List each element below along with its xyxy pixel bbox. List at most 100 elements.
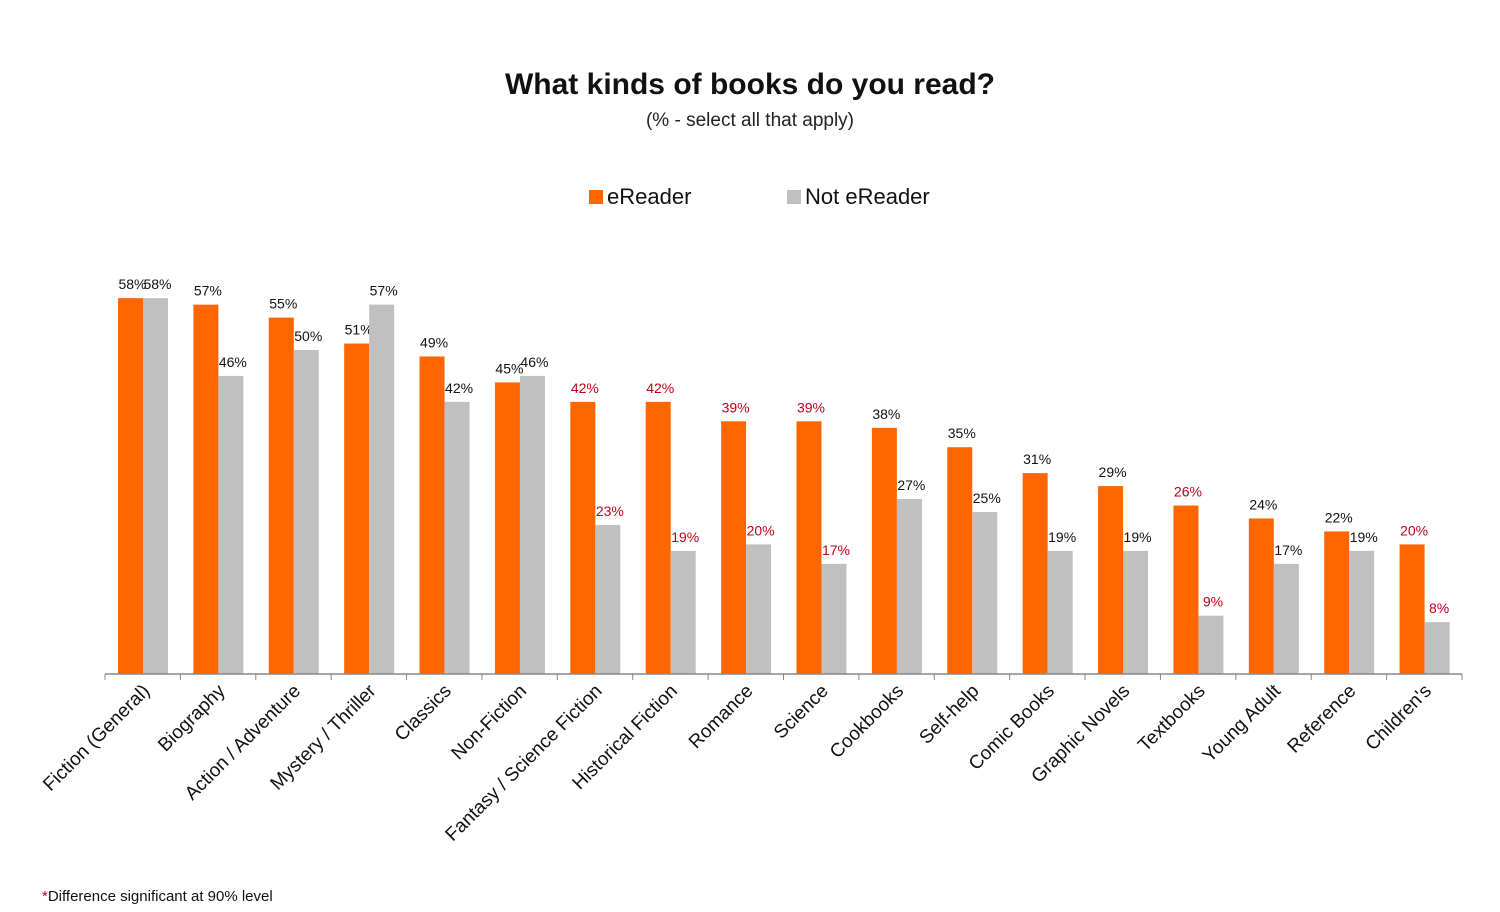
legend-swatch-ereader <box>589 190 603 204</box>
tick-label-classics: Classics <box>391 681 456 746</box>
legend-item-ereader: eReader <box>589 184 691 210</box>
data-label-not-ereader-comic-books: 19% <box>1048 529 1076 545</box>
bar-ereader-cookbooks <box>871 427 897 674</box>
data-label-not-ereader-classics: 42% <box>445 380 473 396</box>
bar-ereader-romance <box>721 421 747 674</box>
data-label-ereader-biography: 57% <box>194 283 222 299</box>
footnote: *Difference significant at 90% level <box>42 888 273 905</box>
data-label-not-ereader-biography: 46% <box>219 354 247 370</box>
bar-not-ereader-classics <box>444 401 470 674</box>
data-label-ereader-children-s: 20% <box>1400 522 1428 538</box>
data-label-not-ereader-self-help: 25% <box>973 490 1001 506</box>
tick-label-fiction-general: Fiction (General) <box>39 681 154 796</box>
bar-not-ereader-mystery-thriller <box>369 304 395 674</box>
data-label-ereader-textbooks: 26% <box>1174 484 1202 500</box>
footnote-text: Difference significant at 90% level <box>47 888 273 905</box>
bar-ereader-textbooks <box>1173 505 1199 674</box>
tick-label-textbooks: Textbooks <box>1134 681 1209 756</box>
tick-label-young-adult: Young Adult <box>1199 680 1286 767</box>
tick-label-science: Science <box>770 681 833 744</box>
data-label-not-ereader-textbooks: 9% <box>1203 594 1223 610</box>
bar-not-ereader-historical-fiction <box>670 550 696 674</box>
bar-not-ereader-children-s <box>1424 622 1450 674</box>
tick-label-cookbooks: Cookbooks <box>826 681 908 763</box>
data-label-ereader-non-fiction: 45% <box>495 360 523 376</box>
legend-label-ereader: eReader <box>607 184 692 209</box>
bar-ereader-reference <box>1324 531 1350 674</box>
tick-label-romance: Romance <box>685 681 757 753</box>
bar-not-ereader-self-help <box>972 512 998 674</box>
data-label-ereader-classics: 49% <box>420 334 448 350</box>
data-label-not-ereader-graphic-novels: 19% <box>1124 529 1152 545</box>
data-label-ereader-comic-books: 31% <box>1023 451 1051 467</box>
data-label-not-ereader-reference: 19% <box>1350 529 1378 545</box>
data-label-ereader-fiction-general: 58% <box>118 276 146 292</box>
data-label-ereader-fantasy-science-fiction: 42% <box>571 380 599 396</box>
bar-not-ereader-graphic-novels <box>1123 550 1149 674</box>
bar-ereader-historical-fiction <box>645 401 671 674</box>
tick-label-biography: Biography <box>154 680 230 756</box>
data-label-not-ereader-cookbooks: 27% <box>897 477 925 493</box>
bar-group-romance: 39% 20% Romance <box>685 399 775 753</box>
bar-ereader-self-help <box>947 447 973 674</box>
bar-group-science: 39% 17% Science <box>770 399 850 743</box>
tick-label-reference: Reference <box>1284 681 1361 758</box>
bar-ereader-children-s <box>1399 544 1425 674</box>
data-label-not-ereader-young-adult: 17% <box>1274 542 1302 558</box>
bar-ereader-graphic-novels <box>1098 486 1124 674</box>
bar-ereader-comic-books <box>1022 473 1048 674</box>
bar-ereader-fantasy-science-fiction <box>570 401 596 674</box>
bar-ereader-mystery-thriller <box>344 343 370 674</box>
bar-not-ereader-non-fiction <box>519 375 545 674</box>
data-label-ereader-cookbooks: 38% <box>872 406 900 422</box>
legend-swatch-not-ereader <box>787 190 801 204</box>
data-label-not-ereader-fiction-general: 58% <box>143 276 171 292</box>
bar-not-ereader-biography <box>218 375 244 674</box>
data-label-not-ereader-mystery-thriller: 57% <box>370 283 398 299</box>
data-label-not-ereader-non-fiction: 46% <box>520 354 548 370</box>
data-label-ereader-romance: 39% <box>722 399 750 415</box>
data-label-not-ereader-science: 17% <box>822 542 850 558</box>
legend-label-not-ereader: Not eReader <box>805 184 930 209</box>
data-label-ereader-young-adult: 24% <box>1249 496 1277 512</box>
bar-not-ereader-fiction-general <box>143 298 168 674</box>
tick-label-non-fiction: Non-Fiction <box>448 681 532 765</box>
chart-title: What kinds of books do you read? <box>504 68 996 101</box>
legend-item-not-ereader: Not eReader <box>787 184 930 210</box>
bar-not-ereader-young-adult <box>1273 563 1299 674</box>
data-label-not-ereader-fantasy-science-fiction: 23% <box>596 503 624 519</box>
bar-group-fiction-general: 58%58% Fiction (General) <box>39 276 171 795</box>
bar-not-ereader-fantasy-science-fiction <box>595 524 621 674</box>
legend: eReader Not eReader <box>0 184 1500 214</box>
data-label-not-ereader-historical-fiction: 19% <box>671 529 699 545</box>
bar-not-ereader-reference <box>1349 550 1375 674</box>
bar-not-ereader-textbooks <box>1198 615 1224 674</box>
data-label-not-ereader-children-s: 8% <box>1429 600 1449 616</box>
tick-label-children-s: Children's <box>1362 681 1436 755</box>
bar-group-children-s: 20% 8% Children's <box>1362 522 1450 755</box>
bar-ereader-biography <box>193 304 219 674</box>
data-label-not-ereader-action-adventure: 50% <box>294 328 322 344</box>
bar-ereader-action-adventure <box>268 317 294 674</box>
bar-ereader-fiction-general <box>118 298 143 674</box>
data-label-ereader-mystery-thriller: 51% <box>345 322 373 338</box>
bar-not-ereader-cookbooks <box>896 499 922 674</box>
data-label-ereader-self-help: 35% <box>948 425 976 441</box>
bar-ereader-classics <box>419 356 445 674</box>
bar-ereader-science <box>796 421 822 674</box>
data-label-ereader-action-adventure: 55% <box>269 296 297 312</box>
data-label-ereader-graphic-novels: 29% <box>1099 464 1127 480</box>
tick-label-self-help: Self-help <box>916 681 984 749</box>
tick-label-fantasy-science-fiction: Fantasy / Science Fiction <box>442 681 607 846</box>
data-label-ereader-reference: 22% <box>1325 509 1353 525</box>
bar-group-self-help: 35% 25% Self-help <box>916 425 1001 748</box>
data-label-ereader-science: 39% <box>797 399 825 415</box>
bar-not-ereader-action-adventure <box>293 350 319 674</box>
footnote-marker: * <box>42 888 48 905</box>
bar-group-biography: 57% 46% Biography <box>154 283 247 756</box>
bar-not-ereader-romance <box>746 544 772 674</box>
chart-subtitle: (% - select all that apply) <box>645 110 855 131</box>
bar-not-ereader-comic-books <box>1047 550 1073 674</box>
